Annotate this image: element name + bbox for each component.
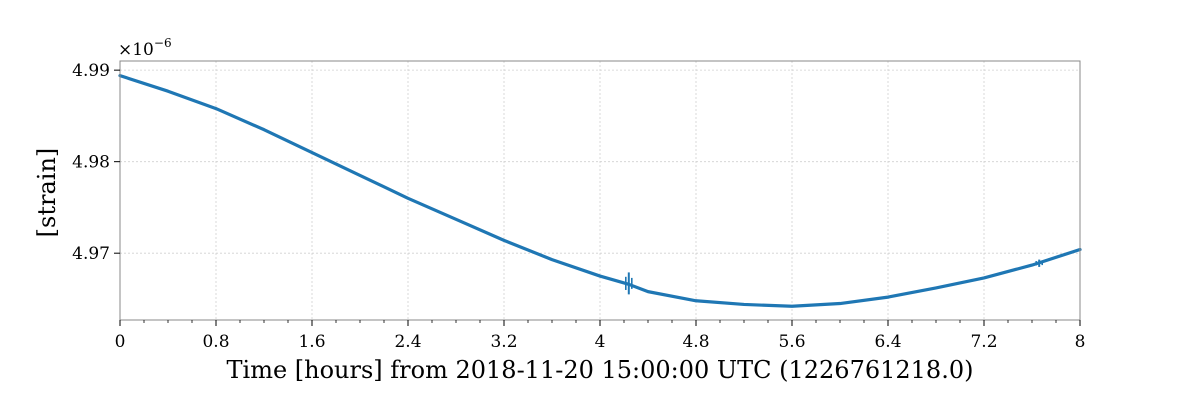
x-tick-label: 4 <box>595 332 606 352</box>
x-tick-label: 2.4 <box>394 332 421 352</box>
grid-lines <box>119 61 1081 320</box>
y-axis-label: [strain] <box>33 148 61 238</box>
x-tick-label: 3.2 <box>490 332 517 352</box>
x-tick-label: 8 <box>1075 332 1086 352</box>
x-tick-label: 7.2 <box>970 332 997 352</box>
y-scale-exponent: −6 <box>154 36 172 50</box>
x-tick-label: 0 <box>115 332 126 352</box>
x-tick-label: 1.6 <box>298 332 325 352</box>
series-layer <box>118 74 1082 308</box>
y-scale-base: ×10 <box>118 40 154 60</box>
x-axis-ticks: 0 0.8 1.6 2.4 3.2 4 4.8 5.6 6.4 7.2 8 <box>115 320 1086 352</box>
y-tick-label: 4.97 <box>72 244 110 264</box>
strain-series-line <box>118 74 1082 308</box>
x-tick-label: 0.8 <box>202 332 229 352</box>
y-tick-label: 4.99 <box>72 61 110 81</box>
x-tick-label: 5.6 <box>778 332 805 352</box>
x-axis-label: Time [hours] from 2018-11-20 15:00:00 UT… <box>227 356 974 384</box>
y-tick-label: 4.98 <box>72 153 110 173</box>
x-tick-label: 6.4 <box>874 332 901 352</box>
y-scale-factor-label: ×10−6 <box>118 36 172 60</box>
x-tick-label: 4.8 <box>682 332 709 352</box>
y-axis-ticks: 4.97 4.98 4.99 <box>72 61 120 264</box>
